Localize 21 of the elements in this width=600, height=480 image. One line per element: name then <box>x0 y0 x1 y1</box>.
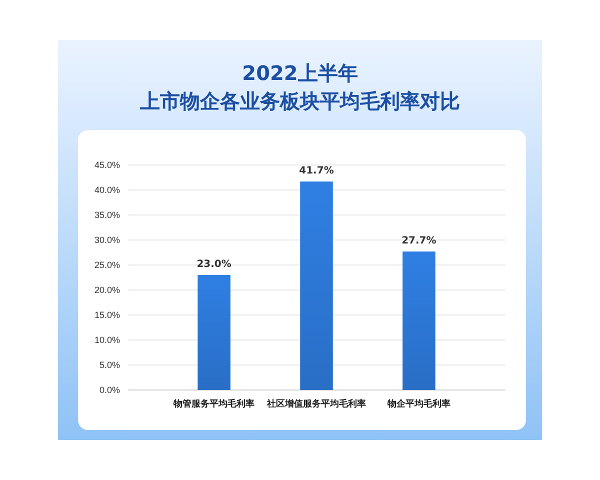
chart-subtitle: 上市物企各业务板块平均毛利率对比 <box>139 89 460 113</box>
y-tick-label: 25.0% <box>94 260 120 270</box>
x-tick-label: 物企平均毛利率 <box>386 398 450 408</box>
x-tick-label: 社区增值服务平均毛利率 <box>266 398 366 408</box>
y-tick-label: 30.0% <box>94 234 120 245</box>
bar <box>198 275 230 390</box>
y-tick-label: 20.0% <box>94 284 120 295</box>
y-tick-label: 15.0% <box>94 310 120 320</box>
data-label: 41.7% <box>299 166 334 176</box>
bar <box>402 252 436 390</box>
data-label: 23.0% <box>196 259 232 270</box>
y-tick-label: 0.0% <box>99 384 120 395</box>
y-tick-label: 10.0% <box>94 334 120 345</box>
chart-title: 2022上半年 <box>242 61 358 85</box>
x-tick-label: 物管服务平均毛利率 <box>172 398 255 408</box>
y-tick-label: 5.0% <box>99 360 120 370</box>
data-label: 27.7% <box>402 236 436 246</box>
y-tick-label: 35.0% <box>94 210 120 220</box>
y-tick-label: 40.0% <box>94 184 120 195</box>
bar <box>300 182 333 390</box>
y-tick-label: 45.0% <box>94 160 120 170</box>
